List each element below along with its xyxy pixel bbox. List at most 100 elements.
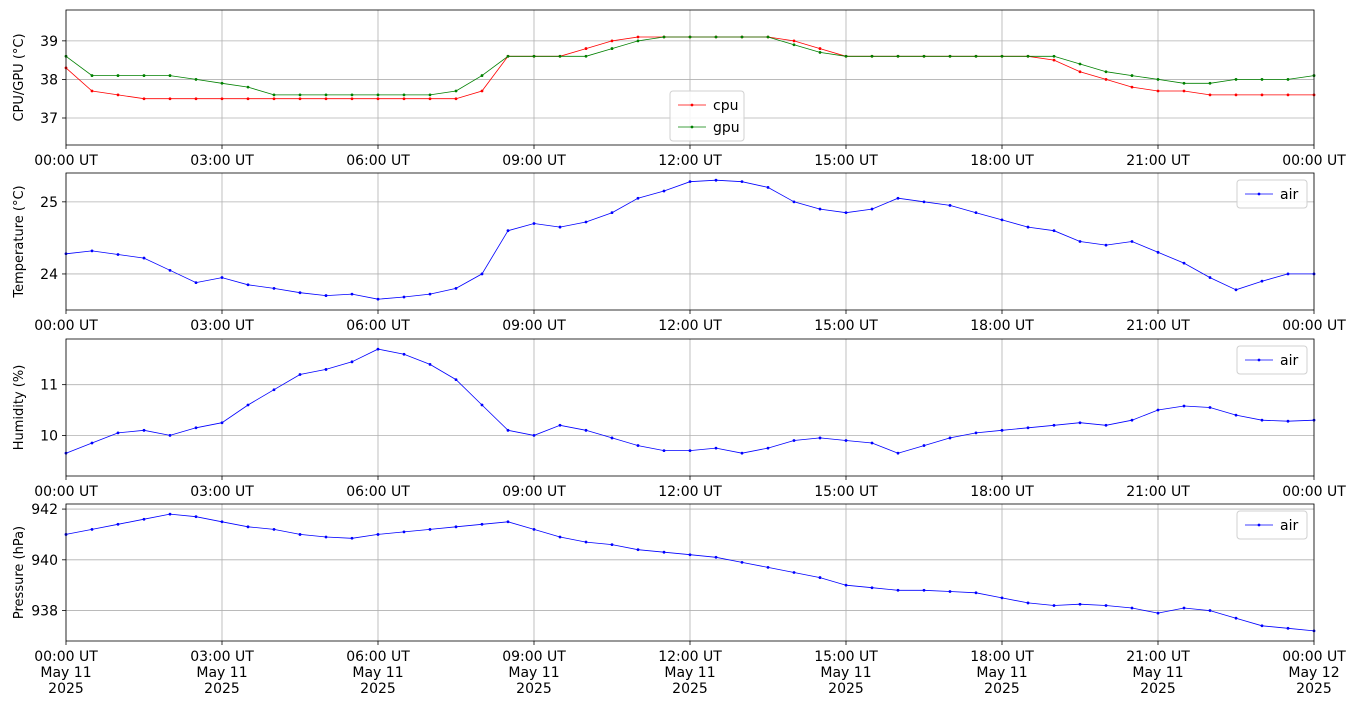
data-point-gpu bbox=[116, 74, 120, 77]
data-point-air bbox=[532, 434, 536, 437]
data-point-air bbox=[298, 291, 302, 295]
data-point-air bbox=[922, 588, 926, 592]
data-point-gpu bbox=[1000, 54, 1004, 58]
data-point-air bbox=[350, 536, 354, 540]
data-point-air bbox=[558, 423, 562, 427]
y-tick-label: 37 bbox=[40, 111, 58, 127]
legend: cpu gpu bbox=[669, 90, 745, 142]
data-point-air bbox=[610, 436, 614, 440]
data-point-air bbox=[636, 444, 640, 447]
data-point-gpu bbox=[766, 35, 770, 39]
data-point-air bbox=[610, 543, 614, 546]
data-point-air bbox=[376, 347, 380, 351]
data-point-air bbox=[584, 540, 588, 544]
data-point-gpu bbox=[324, 93, 328, 97]
data-point-air bbox=[1130, 240, 1134, 243]
x-tick-label: 09:00 UT May 11 2025 bbox=[502, 649, 566, 697]
data-point-gpu bbox=[558, 54, 562, 58]
data-point-air bbox=[1026, 225, 1030, 229]
data-point-air bbox=[896, 196, 900, 200]
data-point-cpu bbox=[1156, 89, 1160, 93]
data-point-cpu bbox=[402, 97, 406, 101]
data-point-gpu bbox=[1078, 62, 1082, 66]
data-point-air bbox=[792, 200, 796, 204]
legend-box bbox=[669, 90, 745, 142]
data-point-air bbox=[402, 530, 406, 534]
data-point-gpu bbox=[1182, 81, 1186, 85]
x-tick-label: 21:00 UT bbox=[1126, 484, 1190, 500]
legend-label-air: air bbox=[1280, 518, 1298, 534]
data-point-air bbox=[1104, 243, 1108, 247]
panel-1: 37 38 39 00:00 UT 03:00 UT 06:00 UT 09:00 UT 12… bbox=[12, 9, 1346, 169]
data-point-air bbox=[610, 211, 614, 215]
data-point-air bbox=[1156, 250, 1160, 254]
data-point-cpu bbox=[1234, 93, 1238, 97]
data-point-gpu bbox=[844, 54, 848, 58]
data-point-air bbox=[90, 441, 94, 445]
data-point-gpu bbox=[584, 54, 588, 58]
data-point-cpu bbox=[1208, 93, 1212, 97]
data-point-air bbox=[948, 204, 952, 207]
data-point-air bbox=[1182, 606, 1186, 610]
data-point-cpu bbox=[1182, 89, 1186, 93]
data-point-air bbox=[1182, 404, 1186, 408]
data-point-cpu bbox=[584, 47, 588, 50]
data-point-gpu bbox=[168, 74, 172, 77]
data-point-air bbox=[324, 294, 328, 297]
x-tick-label: 00:00 UT bbox=[1282, 153, 1346, 169]
data-point-air bbox=[584, 220, 588, 224]
data-point-air bbox=[974, 591, 978, 595]
data-point-air bbox=[896, 588, 900, 592]
data-point-air bbox=[1208, 609, 1212, 612]
data-point-gpu bbox=[792, 43, 796, 47]
data-point-gpu bbox=[1208, 81, 1212, 85]
data-point-gpu bbox=[948, 54, 952, 58]
x-tick-label: 15:00 UT bbox=[814, 484, 878, 500]
data-point-gpu bbox=[1026, 54, 1030, 58]
x-tick-label: 06:00 UT bbox=[346, 484, 410, 500]
data-point-air bbox=[220, 520, 224, 524]
data-point-air bbox=[1156, 611, 1160, 615]
data-point-air bbox=[818, 436, 822, 440]
data-point-air bbox=[402, 295, 406, 299]
data-point-gpu bbox=[194, 78, 198, 81]
x-tick-label: 12:00 UT bbox=[658, 318, 722, 334]
data-point-air bbox=[870, 441, 874, 445]
y-tick-label: 938 bbox=[31, 604, 58, 620]
data-point-air bbox=[1104, 423, 1108, 427]
data-point-air bbox=[168, 434, 172, 437]
y-tick-label: 11 bbox=[40, 378, 58, 394]
data-point-air bbox=[922, 444, 926, 447]
y-tick-label: 38 bbox=[40, 72, 58, 88]
data-point-air bbox=[922, 200, 926, 204]
data-point-air bbox=[324, 368, 328, 371]
x-tick-label: 15:00 UT bbox=[814, 153, 878, 169]
x-tick-label: 12:00 UT May 11 2025 bbox=[658, 649, 722, 697]
x-tick-label: 00:00 UT May 11 2025 bbox=[34, 649, 98, 697]
data-point-cpu bbox=[350, 97, 354, 101]
data-point-air bbox=[168, 268, 172, 272]
data-point-air bbox=[662, 550, 666, 554]
data-point-gpu bbox=[1104, 70, 1108, 74]
data-point-air bbox=[220, 276, 224, 279]
x-tick-label: 18:00 UT May 11 2025 bbox=[970, 649, 1034, 697]
data-point-cpu bbox=[376, 97, 380, 101]
data-point-air bbox=[688, 180, 692, 184]
data-point-air bbox=[948, 436, 952, 440]
data-point-air bbox=[844, 583, 848, 587]
data-point-air bbox=[740, 451, 744, 455]
data-point-cpu bbox=[792, 39, 796, 43]
data-point-air bbox=[1234, 616, 1238, 620]
x-tick-label: 03:00 UT bbox=[190, 318, 254, 334]
data-point-air bbox=[870, 207, 874, 211]
legend-label-gpu: gpu bbox=[713, 120, 740, 136]
data-point-air bbox=[1130, 606, 1134, 610]
legend-label-air: air bbox=[1280, 187, 1298, 203]
data-point-air bbox=[714, 446, 718, 450]
data-point-air bbox=[974, 431, 978, 435]
data-point-air bbox=[740, 560, 744, 564]
data-point-air bbox=[792, 571, 796, 574]
data-point-air bbox=[1052, 604, 1056, 607]
x-tick-label: 06:00 UT bbox=[346, 318, 410, 334]
